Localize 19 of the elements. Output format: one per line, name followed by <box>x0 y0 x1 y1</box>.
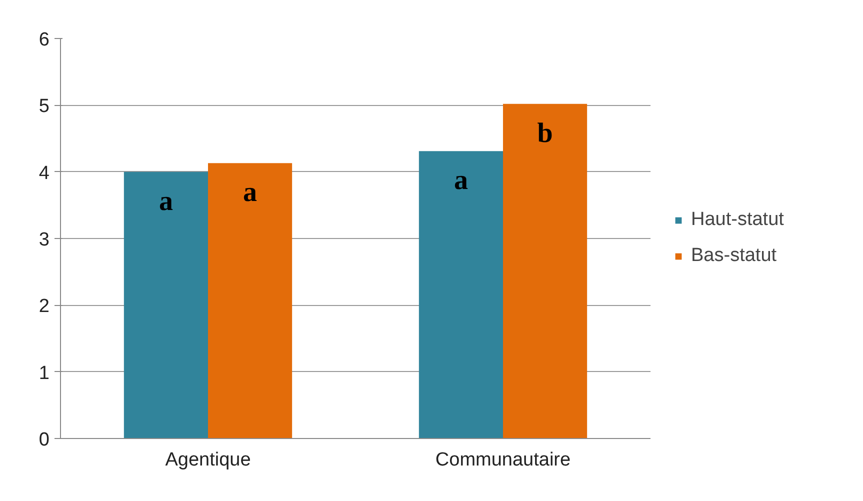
y-tick-label: 6 <box>38 30 50 50</box>
legend-label: Bas-statut <box>691 245 777 267</box>
data-label: a <box>158 186 173 217</box>
y-tick-label: 4 <box>38 162 50 184</box>
x-tick-label: Communautaire <box>435 450 571 470</box>
bar <box>124 172 208 438</box>
bar <box>418 151 503 438</box>
data-label: b <box>537 118 553 149</box>
y-tick-label: 5 <box>38 96 50 118</box>
x-tick-label: Agentique <box>165 450 251 470</box>
data-label: a <box>243 177 258 208</box>
y-tick-label: 3 <box>38 230 50 250</box>
bar <box>503 104 588 438</box>
y-tick-label: 2 <box>38 296 50 318</box>
legend-label: Haut-statut <box>691 209 784 231</box>
y-tick-label: 0 <box>38 430 50 450</box>
y-tick-label: 1 <box>38 362 50 384</box>
data-label: a <box>454 165 468 196</box>
bar <box>208 163 292 438</box>
